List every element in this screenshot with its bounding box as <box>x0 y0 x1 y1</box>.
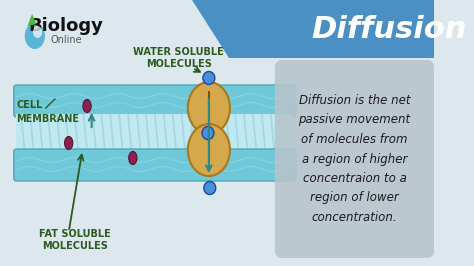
Text: Biology: Biology <box>28 17 103 35</box>
Bar <box>17 114 293 152</box>
Ellipse shape <box>25 23 45 49</box>
Ellipse shape <box>33 26 42 38</box>
Text: CELL
MEMBRANE: CELL MEMBRANE <box>17 100 80 124</box>
FancyBboxPatch shape <box>14 149 296 181</box>
Text: Diffusion is the net
passive movement
of molecules from
a region of higher
conce: Diffusion is the net passive movement of… <box>299 94 410 224</box>
Text: Online: Online <box>50 35 82 45</box>
Polygon shape <box>192 0 434 58</box>
Ellipse shape <box>188 124 230 176</box>
FancyBboxPatch shape <box>275 60 434 258</box>
Ellipse shape <box>202 127 214 139</box>
Ellipse shape <box>204 181 216 194</box>
FancyBboxPatch shape <box>14 85 296 117</box>
Ellipse shape <box>64 136 73 149</box>
Ellipse shape <box>203 72 215 85</box>
Ellipse shape <box>188 82 230 134</box>
Text: FAT SOLUBLE
MOLECULES: FAT SOLUBLE MOLECULES <box>39 229 111 251</box>
Ellipse shape <box>83 99 91 113</box>
Text: Diffusion: Diffusion <box>311 15 467 44</box>
Ellipse shape <box>129 152 137 164</box>
Polygon shape <box>27 14 36 26</box>
Text: WATER SOLUBLE
MOLECULES: WATER SOLUBLE MOLECULES <box>133 47 224 69</box>
